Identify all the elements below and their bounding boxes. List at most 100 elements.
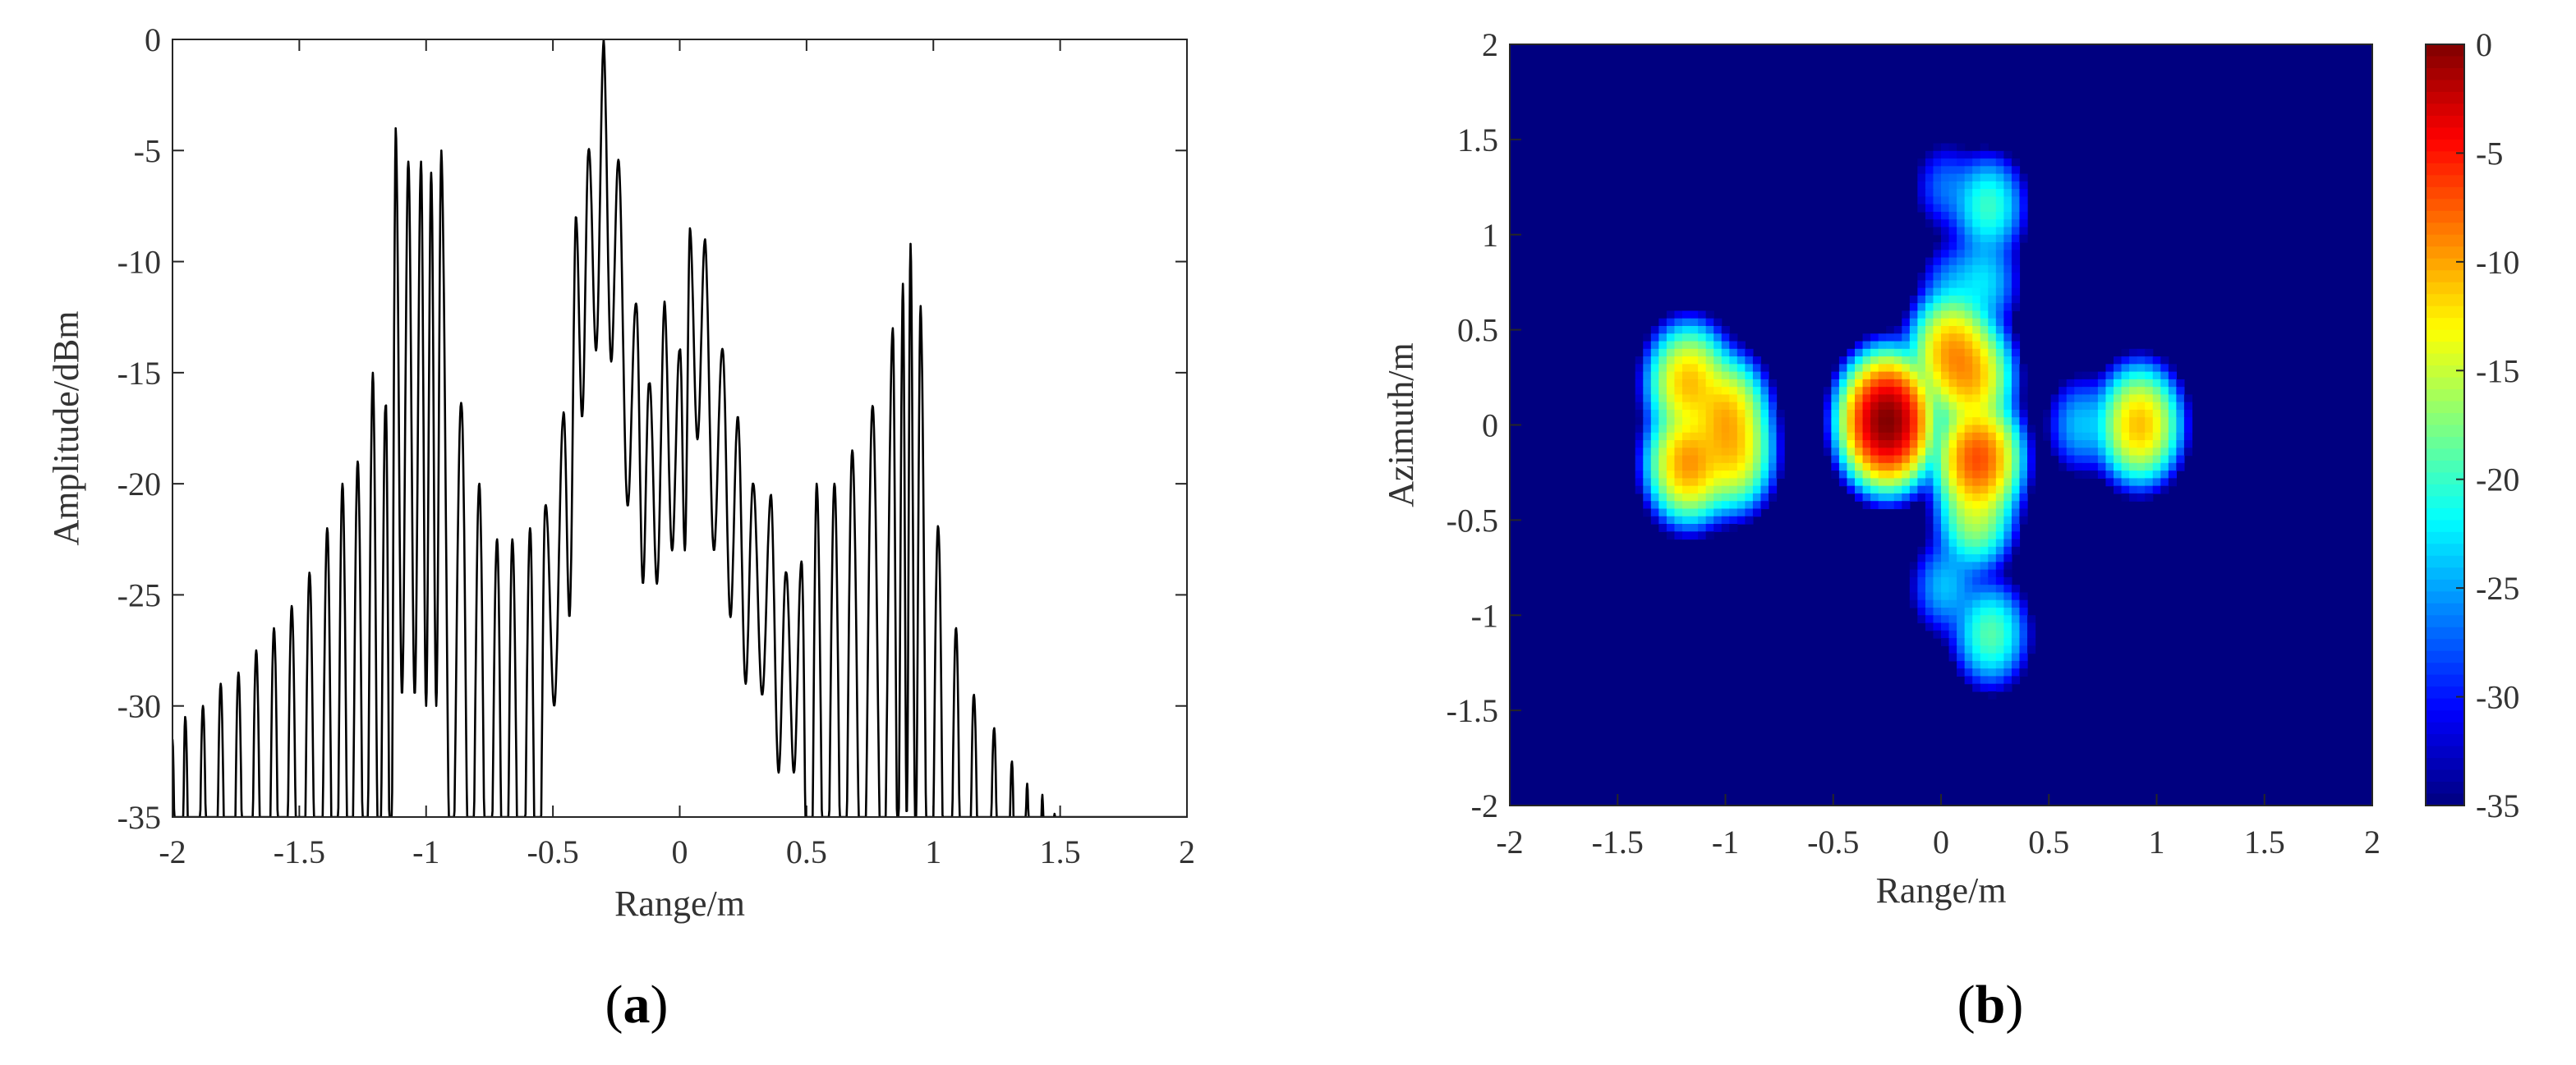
heatmap-cell <box>1988 394 1997 403</box>
heatmap-cell <box>1886 325 1895 334</box>
heatmap-cell <box>2114 440 2123 448</box>
heatmap-cell <box>1886 417 1895 426</box>
heatmap-cell <box>1705 531 1714 540</box>
heatmap-cell <box>1643 501 1652 510</box>
heatmap-cell <box>2145 440 2154 448</box>
heatmap-cell <box>1972 371 1981 380</box>
heatmap-cell <box>1980 599 1989 608</box>
heatmap-cell <box>1988 440 1997 448</box>
heatmap-cell <box>2011 645 2021 654</box>
heatmap-cell <box>1682 501 1691 510</box>
heatmap-cell <box>1635 394 1644 403</box>
heatmap-cell <box>1995 379 2004 388</box>
heatmap-cell <box>2121 394 2130 403</box>
heatmap-cell <box>2082 417 2091 426</box>
heatmap-cell <box>1972 455 1981 464</box>
heatmap-cell <box>1995 432 2004 441</box>
heatmap-cell <box>1995 348 2004 357</box>
heatmap-cell <box>1925 264 1934 273</box>
heatmap-cell <box>2152 371 2161 380</box>
heatmap-cell <box>2121 448 2130 457</box>
heatmap-cell <box>1948 250 1957 259</box>
heatmap-cell <box>1666 440 1676 448</box>
heatmap-cell <box>1972 501 1981 510</box>
heatmap-cell <box>1658 524 1668 532</box>
heatmap-cell <box>2137 448 2146 457</box>
heatmap-cell <box>1870 333 1879 342</box>
heatmap-cell <box>1925 310 1934 319</box>
heatmap-cell <box>1995 189 2004 197</box>
heatmap-cell <box>1948 417 1957 426</box>
heatmap-cell <box>1705 402 1714 411</box>
heatmap-cell <box>1886 501 1895 510</box>
heatmap-cell <box>1752 462 1762 471</box>
heatmap-cell <box>1643 455 1652 464</box>
heatmap-cell <box>1972 257 1981 266</box>
heatmap-cell <box>2027 630 2036 639</box>
heatmap-cell <box>1925 569 1934 578</box>
heatmap-cell <box>1909 402 1918 411</box>
heatmap-cell <box>1988 196 1997 205</box>
heatmap-cell <box>2121 493 2130 502</box>
heatmap-cell <box>1948 173 1957 182</box>
heatmap-cell <box>1752 485 1762 494</box>
heatmap-cell <box>1964 539 1973 548</box>
heatmap-cell <box>1917 402 1926 411</box>
heatmap-cell <box>1933 356 1942 365</box>
heatmap-cell <box>2114 485 2123 494</box>
heatmap-cell <box>1988 371 1997 380</box>
heatmap-cell <box>1705 493 1714 502</box>
heatmap-cell <box>1666 485 1676 494</box>
heatmap-cell <box>1917 546 1926 555</box>
heatmap-cell <box>1769 425 1778 434</box>
heatmap-cell <box>1980 379 1989 388</box>
heatmap-cell <box>1729 387 1738 396</box>
heatmap-cell <box>1855 379 1864 388</box>
heatmap-cell <box>1972 227 1981 236</box>
heatmap-cell <box>1995 493 2004 502</box>
heatmap-cell <box>1972 348 1981 357</box>
heatmap-cell <box>1964 394 1973 403</box>
heatmap-cell <box>2114 402 2123 411</box>
heatmap-cell <box>2160 425 2169 434</box>
heatmap-cell <box>1957 227 1966 236</box>
heatmap-cell <box>2152 364 2161 373</box>
heatmap-cell <box>1886 425 1895 434</box>
heatmap-cell <box>2152 485 2161 494</box>
heatmap-cell <box>1893 462 1902 471</box>
heatmap-cell <box>1878 455 1887 464</box>
heatmap-cell <box>1847 471 1856 479</box>
colorbar-segment <box>2426 91 2464 105</box>
heatmap-cell <box>1957 668 1966 677</box>
heatmap-cell <box>2176 387 2185 396</box>
y-tick-label: 0 <box>1482 407 1498 444</box>
heatmap-cell <box>2152 432 2161 441</box>
colorbar-segment <box>2426 342 2464 355</box>
heatmap-cell <box>1988 173 1997 182</box>
heatmap-cell <box>2003 683 2012 692</box>
heatmap-cell <box>1729 333 1738 342</box>
heatmap-cell <box>1878 371 1887 380</box>
heatmap-cell <box>2082 440 2091 448</box>
heatmap-cell <box>1870 471 1879 479</box>
heatmap-cell <box>2003 531 2012 540</box>
heatmap-cell <box>1831 432 1840 441</box>
heatmap-cell <box>1980 310 1989 319</box>
heatmap-cell <box>1690 432 1699 441</box>
heatmap-cell <box>1925 562 1934 571</box>
heatmap-cell <box>2082 387 2091 396</box>
heatmap-cell <box>2011 242 2021 250</box>
heatmap-cell <box>1980 196 1989 205</box>
heatmap-cell <box>1972 478 1981 487</box>
heatmap-cell <box>1698 348 1707 357</box>
heatmap-cell <box>1995 485 2004 494</box>
heatmap-cell <box>2152 394 2161 403</box>
heatmap-cell <box>2082 394 2091 403</box>
heatmap-cell <box>1925 531 1934 540</box>
heatmap-cell <box>1957 303 1966 312</box>
heatmap-cell <box>1972 668 1981 677</box>
heatmap-cell <box>1988 204 1997 213</box>
heatmap-cell <box>1988 356 1997 365</box>
heatmap-cell <box>1690 318 1699 327</box>
heatmap-cell <box>1893 493 1902 502</box>
